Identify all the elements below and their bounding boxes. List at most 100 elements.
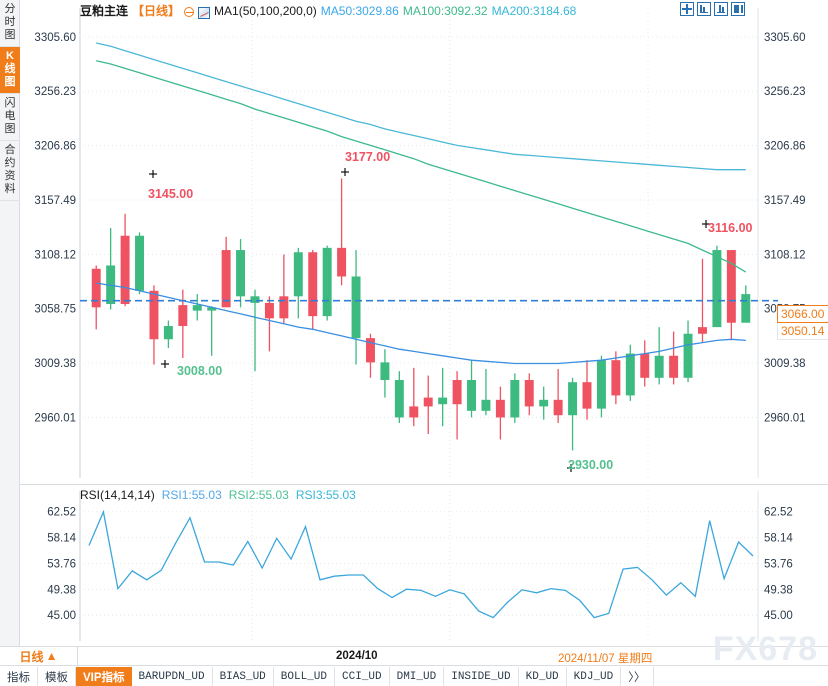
candle[interactable] xyxy=(467,360,476,418)
candle[interactable] xyxy=(149,285,159,365)
candle[interactable] xyxy=(741,285,751,323)
candle[interactable] xyxy=(539,386,549,420)
chart-left-icon[interactable] xyxy=(697,2,711,16)
candle[interactable] xyxy=(611,351,621,405)
candle[interactable] xyxy=(221,236,231,308)
candlestick-plot[interactable]: 3305.60 3305.60 3256.23 3256.23 3206.86 3206.… xyxy=(20,0,828,482)
candle[interactable] xyxy=(120,213,130,307)
watermark: FX678 xyxy=(712,630,818,668)
candle[interactable] xyxy=(106,228,116,310)
candle[interactable] xyxy=(207,306,217,356)
chart-area: 3305.60 3305.60 3256.23 3256.23 3206.86 3206.… xyxy=(20,0,828,646)
price-pane[interactable]: 3305.60 3305.60 3256.23 3256.23 3206.86 3206.… xyxy=(20,0,828,482)
candle[interactable] xyxy=(163,320,173,349)
candle[interactable] xyxy=(91,265,101,330)
candle[interactable] xyxy=(409,367,419,427)
candle[interactable] xyxy=(293,247,303,319)
candle[interactable] xyxy=(394,371,404,423)
rsi-header: RSI(14,14,14) RSI1:55.03 RSI2:55.03 RSI3… xyxy=(80,488,356,502)
candle[interactable] xyxy=(524,373,534,416)
toolbar-item-1[interactable]: 模板 xyxy=(38,667,76,686)
candle[interactable] xyxy=(712,245,722,328)
current-price-tags[interactable]: 3066.00 3050.14 xyxy=(777,305,828,340)
toolbar-item-7[interactable]: DMI_UD xyxy=(390,667,445,686)
candle[interactable] xyxy=(236,239,246,308)
sidebar-item-label: 闪 xyxy=(4,97,16,109)
candle[interactable] xyxy=(322,245,332,321)
rsi-axis-label-right: 53.76 xyxy=(764,558,793,570)
candle[interactable] xyxy=(654,327,664,385)
candle[interactable] xyxy=(510,373,520,423)
price-annotation: 3145.00 xyxy=(148,187,193,201)
sidebar-item-label: K xyxy=(6,50,14,62)
price-tag-sub[interactable]: 3050.14 xyxy=(777,323,828,340)
price-axis-label-left: 2960.01 xyxy=(34,412,76,424)
sidebar-item-label: 资 xyxy=(4,170,16,182)
candle[interactable] xyxy=(135,232,144,295)
candle[interactable] xyxy=(669,331,679,385)
toolbar-item-8[interactable]: INSIDE_UD xyxy=(444,667,519,686)
candle[interactable] xyxy=(683,320,693,383)
price-axis-label-right: 3157.49 xyxy=(764,195,806,207)
sidebar-item-contract-info[interactable]: 合约资料 xyxy=(0,141,20,201)
rsi-pane[interactable]: 62.52 62.52 58.14 58.14 53.76 53.76 49.38 49.38… xyxy=(20,484,828,646)
candle[interactable] xyxy=(438,367,448,427)
candle[interactable] xyxy=(553,368,563,423)
sidebar-item-timeshare-chart[interactable]: 分时图 xyxy=(0,0,20,47)
toolbar-item-9[interactable]: KD_UD xyxy=(519,667,567,686)
toolbar-item-11[interactable]: 〉〉 xyxy=(621,667,654,686)
candle[interactable] xyxy=(582,360,592,420)
toolbar-item-10[interactable]: KDJ_UD xyxy=(567,667,622,686)
candle[interactable] xyxy=(366,333,375,378)
candle[interactable] xyxy=(264,296,274,352)
toolbar-item-2[interactable]: VIP指标 xyxy=(76,667,132,686)
chart-right-icon[interactable] xyxy=(714,2,728,16)
candle[interactable] xyxy=(380,349,390,398)
candle[interactable] xyxy=(596,355,606,418)
rsi-plot[interactable]: 62.52 62.52 58.14 58.14 53.76 53.76 49.38 49.38… xyxy=(20,485,828,646)
candle[interactable] xyxy=(495,386,505,440)
toolbar-item-5[interactable]: BOLL_UD xyxy=(274,667,335,686)
candle[interactable] xyxy=(250,289,260,372)
candle[interactable] xyxy=(625,344,635,401)
price-axis-label-left: 3058.75 xyxy=(34,304,76,316)
candle[interactable] xyxy=(640,340,650,387)
candle[interactable] xyxy=(308,250,318,330)
rsi-axis-label-right: 49.38 xyxy=(764,584,793,596)
price-axis-label-right: 2960.01 xyxy=(764,412,806,424)
ma-indicator-icon[interactable] xyxy=(198,6,211,19)
candle[interactable] xyxy=(452,371,462,440)
toolbar-item-3[interactable]: BARUPDN_UD xyxy=(132,667,213,686)
sidebar-item-lightning-chart[interactable]: 闪电图 xyxy=(0,94,20,141)
candle[interactable] xyxy=(351,250,361,365)
chart-expand-icon[interactable] xyxy=(731,2,745,16)
toolbar-filler xyxy=(654,667,828,686)
crosshair-icon[interactable] xyxy=(680,2,694,16)
rsi3-value: RSI3:55.03 xyxy=(295,488,356,502)
price-axis-label-right: 3256.23 xyxy=(764,86,806,98)
sidebar-item-label: 时 xyxy=(4,16,16,28)
rsi-axis-label-right: 45.00 xyxy=(764,610,793,622)
price-axis-label-right: 3305.60 xyxy=(764,32,806,44)
candle[interactable] xyxy=(192,294,202,321)
candle[interactable] xyxy=(568,377,578,451)
settings-circle-icon[interactable] xyxy=(184,6,195,17)
toolbar-item-6[interactable]: CCI_UD xyxy=(335,667,390,686)
candle[interactable] xyxy=(337,178,347,286)
period-selector-label: 日线 xyxy=(19,649,44,664)
candle[interactable] xyxy=(423,375,433,434)
candle[interactable] xyxy=(279,254,289,324)
sidebar-item-label: 线 xyxy=(4,63,16,75)
ma200-value: MA200:3184.68 xyxy=(491,3,577,18)
instrument-title: 豆粕主连 xyxy=(80,4,129,18)
toolbar-item-4[interactable]: BIAS_UD xyxy=(213,667,274,686)
candle[interactable] xyxy=(481,368,491,416)
toolbar-item-0[interactable]: 指标 xyxy=(0,667,38,686)
candle[interactable] xyxy=(726,250,736,341)
price-axis-label-left: 3108.12 xyxy=(34,249,76,261)
period-selector-button[interactable]: 日线 ▲ xyxy=(0,646,78,666)
price-tag-main[interactable]: 3066.00 xyxy=(777,305,828,323)
